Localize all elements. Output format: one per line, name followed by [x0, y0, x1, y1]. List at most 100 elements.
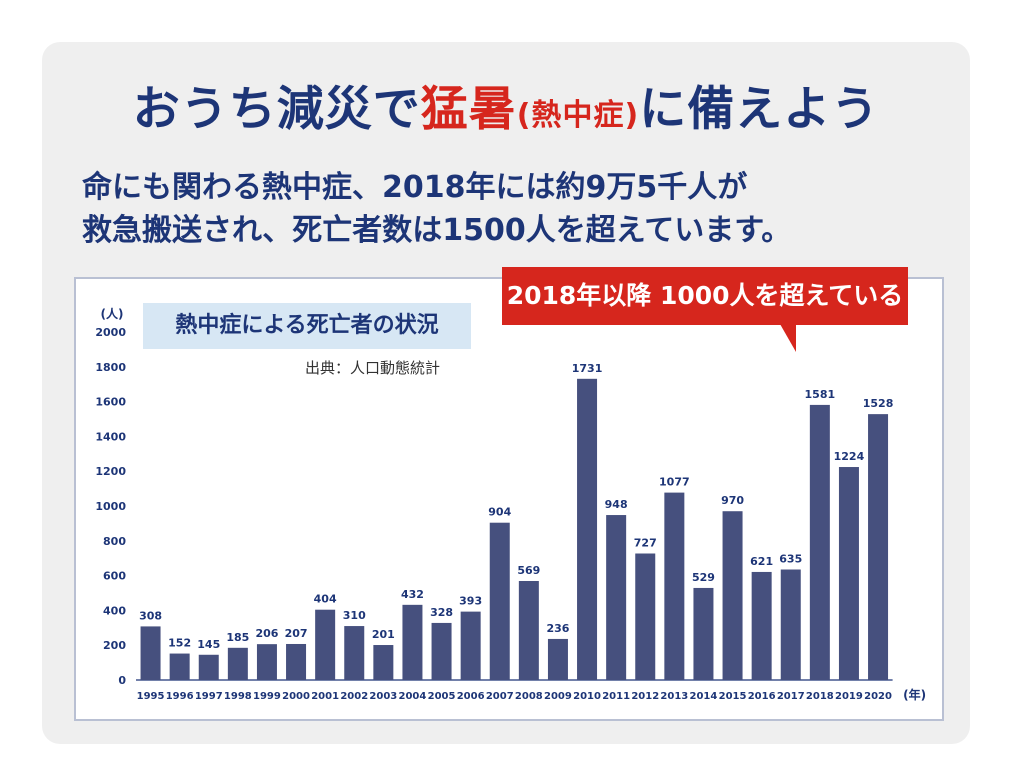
bar	[460, 611, 481, 680]
x-tick-label: 2008	[515, 691, 543, 702]
x-tick-label: 2012	[631, 691, 659, 702]
callout-banner: 2018年以降 1000人を超えている	[502, 267, 908, 325]
data-label: 1581	[805, 388, 836, 401]
x-tick-label: 2020	[864, 691, 892, 702]
bar	[169, 653, 190, 680]
x-tick-label: 2013	[660, 691, 688, 702]
y-tick-label: 200	[103, 639, 126, 652]
bar	[809, 404, 830, 680]
bar	[198, 654, 219, 680]
data-label: 432	[401, 588, 424, 601]
lead-text: 命にも関わる熱中症、2018年には約9万5千人が 救急搬送され、死亡者数は150…	[82, 166, 942, 252]
x-tick-label: 2004	[399, 691, 427, 702]
bar	[577, 378, 598, 680]
x-tick-label: 2014	[690, 691, 718, 702]
y-tick-label: 1000	[95, 500, 126, 513]
bar	[256, 644, 277, 680]
data-label: 904	[488, 506, 511, 519]
x-tick-label: 2009	[544, 691, 572, 702]
bar	[838, 467, 859, 680]
headline-part4: に備えよう	[639, 82, 880, 137]
x-tick-label: 1998	[224, 691, 252, 702]
y-tick-label: 600	[103, 570, 126, 583]
data-label: 1731	[572, 362, 603, 375]
x-tick-label: 2005	[428, 691, 456, 702]
data-label: 970	[721, 494, 744, 507]
bar	[547, 638, 568, 680]
x-tick-label: 2006	[457, 691, 485, 702]
bar	[635, 553, 656, 680]
data-label: 145	[197, 638, 220, 651]
data-label: 206	[255, 627, 278, 640]
callout-pointer	[780, 324, 796, 352]
x-tick-label: 2019	[835, 691, 863, 702]
y-tick-label: 0	[118, 674, 126, 687]
data-label: 1077	[659, 476, 690, 489]
lead-line1: 命にも関わる熱中症、2018年には約9万5千人が	[82, 170, 748, 205]
x-tick-label: 1999	[253, 691, 281, 702]
bar	[606, 515, 627, 680]
x-tick-label: 2000	[282, 691, 310, 702]
bar	[693, 587, 714, 680]
y-tick-label: 400	[103, 604, 126, 617]
bar	[344, 626, 365, 680]
data-label: 1224	[834, 450, 865, 463]
y-tick-label: 2000	[95, 326, 126, 339]
y-tick-label: 1200	[95, 465, 126, 478]
data-label: 201	[372, 628, 395, 641]
bar	[286, 643, 307, 680]
data-label: 308	[139, 609, 162, 622]
x-tick-label: 1996	[166, 691, 194, 702]
data-label: 393	[459, 595, 482, 608]
data-label: 310	[343, 609, 366, 622]
bar	[722, 511, 743, 680]
data-label: 948	[605, 498, 628, 511]
bar	[489, 522, 510, 680]
bar	[431, 622, 452, 680]
bar	[751, 571, 772, 680]
data-label: 404	[314, 593, 337, 606]
data-label: 529	[692, 571, 715, 584]
data-label: 1528	[863, 397, 894, 410]
bar	[315, 609, 336, 680]
data-label: 328	[430, 606, 453, 619]
headline-part1: おうち減災で	[132, 82, 421, 137]
chart-source: 出典：人口動態統計	[305, 359, 441, 377]
headline: おうち減災で猛暑(熱中症)に備えよう	[42, 80, 970, 146]
data-label: 185	[226, 631, 249, 644]
y-axis-unit: (人)	[101, 306, 124, 321]
bar	[664, 492, 685, 680]
x-tick-label: 2016	[748, 691, 776, 702]
data-label: 236	[546, 622, 569, 635]
x-tick-label: 2015	[719, 691, 747, 702]
bar	[140, 626, 161, 680]
y-tick-label: 1800	[95, 361, 126, 374]
x-tick-label: 2017	[777, 691, 805, 702]
x-tick-label: 2002	[340, 691, 368, 702]
x-tick-label: 1997	[195, 691, 223, 702]
x-tick-label: 2018	[806, 691, 834, 702]
x-tick-label: 2007	[486, 691, 514, 702]
headline-part3: (熱中症)	[516, 98, 640, 133]
x-tick-label: 2010	[573, 691, 601, 702]
x-tick-label: 2001	[311, 691, 339, 702]
data-label: 727	[634, 537, 657, 550]
chart-title: 熱中症による死亡者の状況	[143, 303, 471, 349]
lead-line2: 救急搬送され、死亡者数は1500人を超えています。	[82, 213, 792, 248]
data-label: 635	[779, 553, 802, 566]
bar	[518, 580, 539, 680]
data-label: 621	[750, 555, 773, 568]
x-tick-label: 2011	[602, 691, 630, 702]
data-label: 207	[285, 627, 308, 640]
bar	[402, 604, 423, 680]
data-label: 152	[168, 637, 191, 650]
x-tick-label: 2003	[369, 691, 397, 702]
bar	[868, 414, 889, 680]
bar	[227, 647, 248, 680]
y-tick-label: 1600	[95, 396, 126, 409]
x-axis-unit: (年)	[903, 687, 926, 702]
headline-part2: 猛暑	[420, 82, 517, 137]
y-tick-label: 800	[103, 535, 126, 548]
bar	[780, 569, 801, 680]
